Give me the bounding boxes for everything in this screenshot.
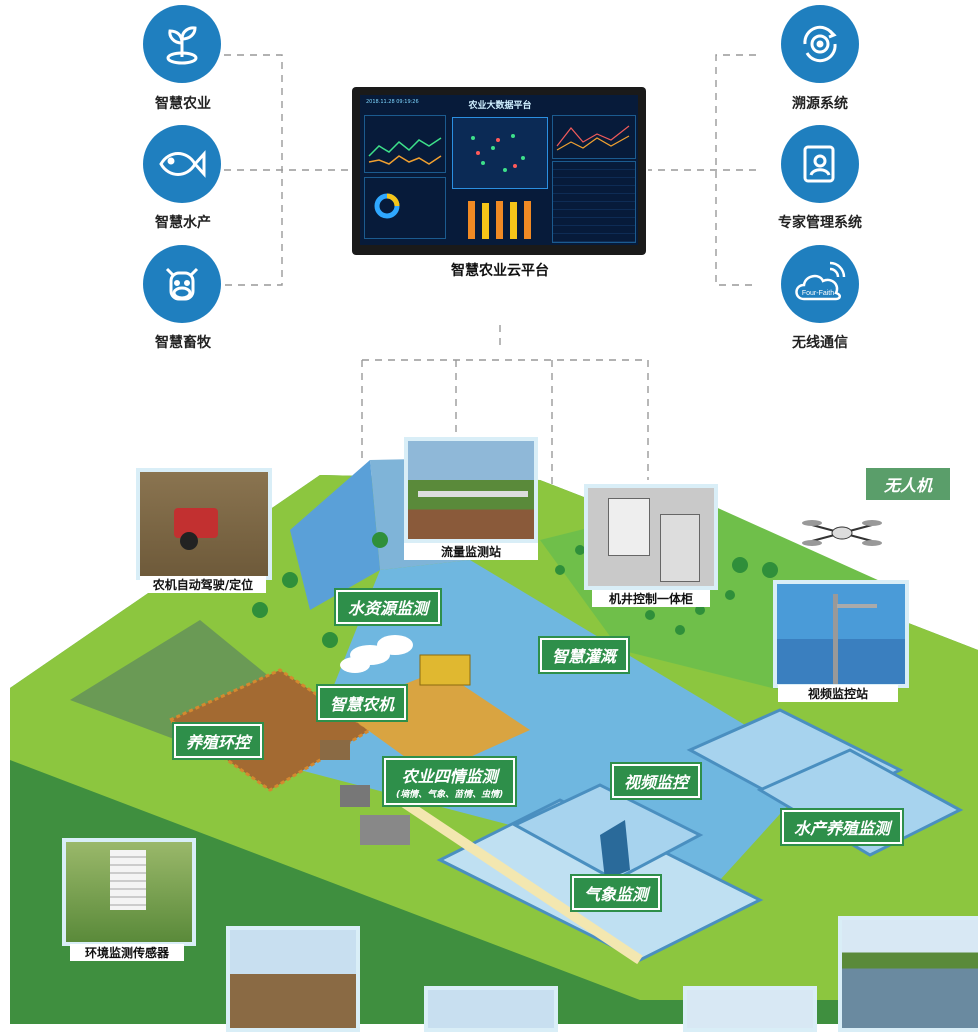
sprout-icon	[166, 26, 198, 65]
expert-icon	[803, 145, 835, 183]
screen-map-panel	[452, 117, 548, 189]
weather-monitor-label: 气象监测	[572, 876, 661, 910]
env-sensor-caption: 环境监测传感器	[70, 944, 184, 961]
screen-bar-chart	[468, 201, 531, 239]
weather-station-photo	[683, 986, 817, 1032]
env-sensor-photo	[62, 838, 196, 946]
screen-donut	[374, 193, 400, 219]
dashboard-screen: 2018.11.28 09:19:26 农业大数据平台	[360, 95, 638, 245]
cabinet-box	[608, 498, 650, 556]
smart-irrigation-label: 智慧灌溉	[540, 638, 629, 672]
pond-photo	[838, 916, 978, 1032]
traceability-icon-circle	[781, 5, 859, 83]
screen-trend-chart	[556, 125, 630, 151]
cabinet-box-2	[660, 514, 700, 582]
sensor-shield	[110, 850, 146, 910]
smart-livestock-icon-circle	[143, 245, 221, 323]
screen-map-dots	[471, 134, 525, 172]
screen-panel-left-top	[364, 115, 446, 173]
cow-icon	[165, 267, 199, 301]
screen-table-panel	[552, 161, 636, 243]
screen-date: 2018.11.28 09:19:26	[366, 99, 419, 105]
four-conditions-label: 农业四情监测 (墒情、气象、苗情、虫情)	[384, 758, 516, 805]
four-cond-photo	[424, 986, 558, 1032]
video-monitor-label: 视频监控	[612, 764, 701, 798]
target-icon	[803, 25, 837, 63]
tractor-shape	[174, 508, 218, 538]
well-cabinet-caption: 机井控制一体柜	[592, 590, 710, 607]
well-cabinet-photo	[584, 484, 718, 590]
flow-station-beam	[418, 491, 528, 497]
water-resource-label: 水资源监测	[336, 590, 441, 624]
smart-livestock-label: 智慧畜牧	[155, 335, 211, 351]
dashboard-monitor: 2018.11.28 09:19:26 农业大数据平台	[352, 87, 646, 255]
flow-station-caption: 流量监测站	[404, 543, 538, 560]
screen-line-chart	[368, 137, 442, 165]
center-platform-label: 智慧农业云平台	[451, 263, 549, 279]
smart-agriculture-icon-circle	[143, 5, 221, 83]
video-station-caption: 视频监控站	[778, 685, 898, 702]
four-conditions-title: 农业四情监测	[401, 767, 498, 786]
expert-system-label: 专家管理系统	[778, 215, 862, 231]
cloud-signal-icon: Four-Faith	[795, 261, 846, 301]
drone-icon	[802, 520, 882, 546]
wireless-icon-circle: Four-Faith	[781, 245, 859, 323]
smart-aquaculture-icon-circle	[143, 125, 221, 203]
fish-icon	[159, 150, 206, 178]
screen-panel-right-top	[552, 115, 636, 159]
drone-label: 无人机	[866, 468, 951, 500]
camera-pole	[833, 594, 838, 684]
wireless-label: 无线通信	[792, 335, 848, 351]
video-station-photo	[773, 580, 909, 688]
traceability-label: 溯源系统	[792, 96, 848, 112]
tractor-caption: 农机自动驾驶/定位	[140, 576, 266, 593]
four-conditions-sub: (墒情、气象、苗情、虫情)	[396, 790, 504, 800]
flow-station-photo	[404, 437, 538, 543]
camera-arm	[837, 604, 877, 608]
weather-mast-photo	[226, 926, 360, 1032]
four-faith-text: Four-Faith	[802, 290, 834, 297]
expert-system-icon-circle	[781, 125, 859, 203]
smart-agriculture-label: 智慧农业	[155, 96, 211, 112]
smart-machinery-label: 智慧农机	[318, 686, 407, 720]
breeding-control-label: 养殖环控	[174, 724, 263, 758]
tractor-photo	[136, 468, 272, 580]
screen-title: 农业大数据平台	[468, 101, 532, 111]
screen-bar-panel	[456, 195, 540, 241]
screen-donut-panel	[364, 177, 446, 239]
aquaculture-label: 水产养殖监测	[782, 810, 903, 844]
smart-aquaculture-label: 智慧水产	[155, 215, 211, 231]
tractor-wheel	[180, 532, 198, 550]
